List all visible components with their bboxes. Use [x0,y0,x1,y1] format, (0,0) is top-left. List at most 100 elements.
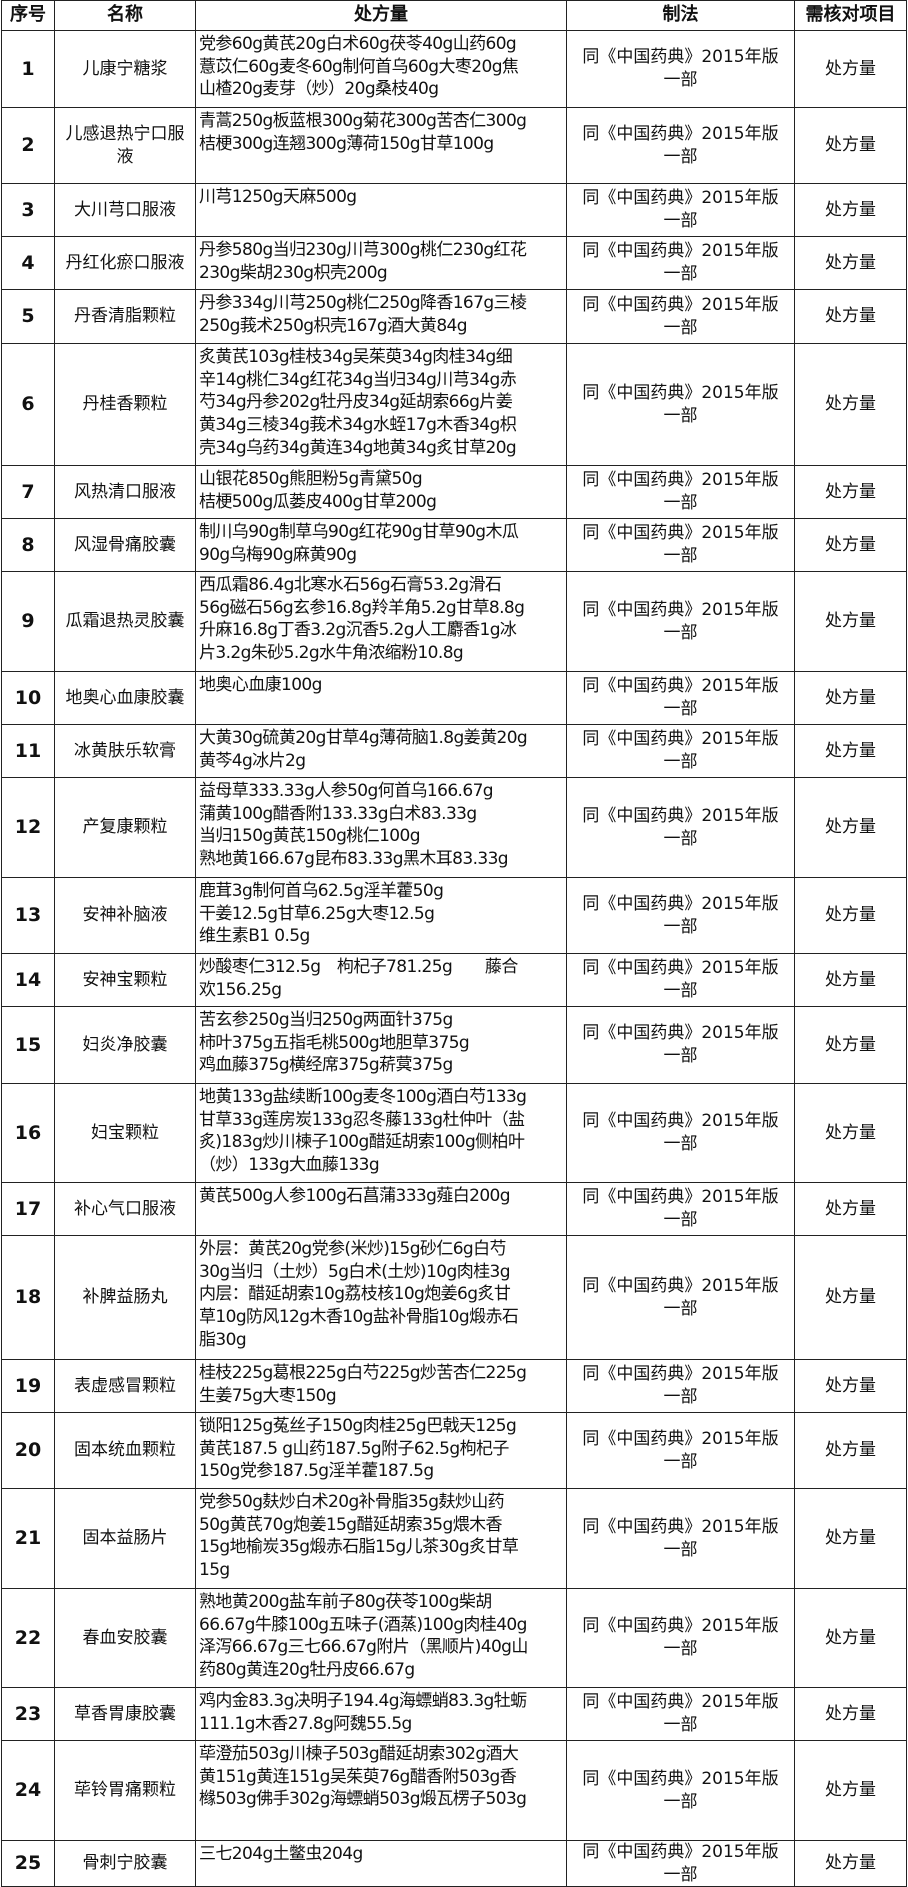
row-number: 23 [1,1687,55,1741]
row-number: 19 [1,1359,55,1413]
row-number: 25 [1,1839,55,1887]
check-item: 处方量 [794,236,907,290]
drug-name: 荜铃胃痛颗粒 [54,1740,196,1841]
preparation-method: 同《中国药典》2015年版 一部 [566,571,795,672]
drug-name: 风热清口服液 [54,465,196,519]
drug-name: 儿康宁糖浆 [54,30,196,108]
header-row: 序号 名称 处方量 制法 需核对项目 [1,0,907,31]
table-row: 24 荜铃胃痛颗粒 荜澄茄503g川楝子503g醋延胡索302g酒大 黄151g黄连… [1,1740,907,1841]
row-number: 2 [1,107,55,184]
drug-name: 丹红化瘀口服液 [54,236,196,290]
prescription-amount: 锁阳125g菟丝子150g肉桂25g巴戟天125g 黄芪187.5 g山药187… [195,1412,567,1489]
table-row: 20 固本统血颗粒 锁阳125g菟丝子150g肉桂25g巴戟天125g 黄芪187.… [1,1412,907,1489]
prescription-amount: 山银花850g熊胆粉5g青黛50g 桔梗500g瓜蒌皮400g甘草200g [195,465,567,519]
table-row: 13 安神补脑液 鹿茸3g制何首乌62.5g淫羊藿50g 干姜12.5g甘草6.25… [1,877,907,954]
prescription-amount: 党参50g麸炒白术20g补骨脂35g麸炒山药 50g黄芪70g炮姜15g醋延胡索… [195,1488,567,1589]
drug-name: 草香胃康胶囊 [54,1687,196,1741]
preparation-method: 同《中国药典》2015年版 一部 [566,724,795,778]
check-item: 处方量 [794,1687,907,1741]
check-item: 处方量 [794,107,907,184]
preparation-method: 同《中国药典》2015年版 一部 [566,1083,795,1183]
table-row: 6 丹桂香颗粒 炙黄芪103g桂枝34g吴茱萸34g肉桂34g细 辛14g桃仁34g… [1,343,907,466]
table-row: 18 补脾益肠丸 外层：黄芪20g党参(米炒)15g砂仁6g白芍 30g当归（土炒）… [1,1235,907,1360]
check-item: 处方量 [794,777,907,878]
drug-name: 补脾益肠丸 [54,1235,196,1360]
preparation-method: 同《中国药典》2015年版 一部 [566,1182,795,1236]
table-row: 5 丹香清脂颗粒 丹参334g川芎250g桃仁250g降香167g三棱 250g莪术… [1,289,907,344]
table-row: 15 妇炎净胶囊 苦玄参250g当归250g两面针375g 柿叶375g五指毛桃50… [1,1006,907,1084]
row-number: 13 [1,877,55,954]
prescription-amount: 黄芪500g人参100g石菖蒲333g薤白200g [195,1182,567,1236]
drug-name: 丹桂香颗粒 [54,343,196,466]
check-item: 处方量 [794,953,907,1007]
table-body: 1 儿康宁糖浆 党参60g黄芪20g白术60g茯苓40g山药60g 薏苡仁60g麦冬… [1,30,907,1887]
prescription-amount: 川芎1250g天麻500g [195,183,567,237]
table-row: 22 春血安胶囊 熟地黄200g盐车前子80g茯苓100g柴胡 66.67g牛膝10… [1,1588,907,1688]
prescription-amount: 荜澄茄503g川楝子503g醋延胡索302g酒大 黄151g黄连151g吴茱萸7… [195,1740,567,1841]
row-number: 14 [1,953,55,1007]
check-item: 处方量 [794,465,907,519]
check-item: 处方量 [794,1588,907,1688]
table-row: 3 大川芎口服液 川芎1250g天麻500g 同《中国药典》2015年版 一部 处方量 [1,183,907,237]
drug-name: 瓜霜退热灵胶囊 [54,571,196,672]
prescription-amount: 地黄133g盐续断100g麦冬100g酒白芍133g 甘草33g莲房炭133g忍… [195,1083,567,1183]
row-number: 5 [1,289,55,344]
table-row: 11 冰黄肤乐软膏 大黄30g硫黄20g甘草4g薄荷脑1.8g姜黄20g 黄芩4g冰… [1,724,907,778]
preparation-method: 同《中国药典》2015年版 一部 [566,1488,795,1589]
check-item: 处方量 [794,30,907,108]
drug-name: 妇宝颗粒 [54,1083,196,1183]
preparation-method: 同《中国药典》2015年版 一部 [566,777,795,878]
prescription-amount: 青蒿250g板蓝根300g菊花300g苦杏仁300g 桔梗300g连翘300g薄… [195,107,567,184]
prescription-amount: 地奥心血康100g [195,671,567,725]
drug-name: 表虚感冒颗粒 [54,1359,196,1413]
drug-name: 冰黄肤乐软膏 [54,724,196,778]
table-row: 8 风湿骨痛胶囊 制川乌90g制草乌90g红花90g甘草90g木瓜 90g乌梅90g… [1,518,907,572]
prescription-amount: 大黄30g硫黄20g甘草4g薄荷脑1.8g姜黄20g 黄芩4g冰片2g [195,724,567,778]
table-row: 14 安神宝颗粒 炒酸枣仁312.5g 枸杞子781.25g 藤合 欢156.25g… [1,953,907,1007]
table-row: 17 补心气口服液 黄芪500g人参100g石菖蒲333g薤白200g 同《中国药典》… [1,1182,907,1236]
table-row: 21 固本益肠片 党参50g麸炒白术20g补骨脂35g麸炒山药 50g黄芪70g炮姜… [1,1488,907,1589]
row-number: 21 [1,1488,55,1589]
prescription-amount: 炙黄芪103g桂枝34g吴茱萸34g肉桂34g细 辛14g桃仁34g红花34g当… [195,343,567,466]
preparation-method: 同《中国药典》2015年版 一部 [566,465,795,519]
preparation-method: 同《中国药典》2015年版 一部 [566,236,795,290]
drug-name: 骨刺宁胶囊 [54,1839,196,1887]
preparation-method: 同《中国药典》2015年版 一部 [566,107,795,184]
check-item: 处方量 [794,518,907,572]
check-item: 处方量 [794,1083,907,1183]
drug-name: 安神宝颗粒 [54,953,196,1007]
prescription-amount: 丹参580g当归230g川芎300g桃仁230g红花 230g柴胡230g枳壳2… [195,236,567,290]
preparation-method: 同《中国药典》2015年版 一部 [566,1359,795,1413]
table-row: 2 儿感退热宁口服 液青蒿250g板蓝根300g菊花300g苦杏仁300g 桔梗3… [1,107,907,184]
prescription-amount: 外层：黄芪20g党参(米炒)15g砂仁6g白芍 30g当归（土炒）5g白术(土炒… [195,1235,567,1360]
preparation-method: 同《中国药典》2015年版 一部 [566,518,795,572]
check-item: 处方量 [794,671,907,725]
drug-name: 产复康颗粒 [54,777,196,878]
row-number: 11 [1,724,55,778]
row-number: 10 [1,671,55,725]
check-item: 处方量 [794,877,907,954]
table-row: 16 妇宝颗粒 地黄133g盐续断100g麦冬100g酒白芍133g 甘草33g莲房… [1,1083,907,1183]
header-name: 名称 [54,0,196,31]
table-row: 9 瓜霜退热灵胶囊 西瓜霜86.4g北寒水石56g石膏53.2g滑石 56g磁石56… [1,571,907,672]
prescription-amount: 桂枝225g葛根225g白芍225g炒苦杏仁225g 生姜75g大枣150g [195,1359,567,1413]
prescription-amount: 丹参334g川芎250g桃仁250g降香167g三棱 250g莪术250g枳壳1… [195,289,567,344]
prescription-amount: 党参60g黄芪20g白术60g茯苓40g山药60g 薏苡仁60g麦冬60g制何首… [195,30,567,108]
drug-name: 春血安胶囊 [54,1588,196,1688]
prescription-amount: 三七204g土鳖虫204g [195,1839,567,1887]
preparation-method: 同《中国药典》2015年版 一部 [566,1412,795,1489]
check-item: 处方量 [794,1488,907,1589]
header-check-item: 需核对项目 [794,0,907,31]
drug-name: 风湿骨痛胶囊 [54,518,196,572]
table-row: 4 丹红化瘀口服液 丹参580g当归230g川芎300g桃仁230g红花 230g柴… [1,236,907,290]
preparation-method: 同《中国药典》2015年版 一部 [566,1839,795,1887]
row-number: 12 [1,777,55,878]
check-item: 处方量 [794,343,907,466]
preparation-method: 同《中国药典》2015年版 一部 [566,1006,795,1084]
row-number: 15 [1,1006,55,1084]
drug-name: 地奥心血康胶囊 [54,671,196,725]
drug-name: 补心气口服液 [54,1182,196,1236]
drug-name: 固本统血颗粒 [54,1412,196,1489]
preparation-method: 同《中国药典》2015年版 一部 [566,183,795,237]
